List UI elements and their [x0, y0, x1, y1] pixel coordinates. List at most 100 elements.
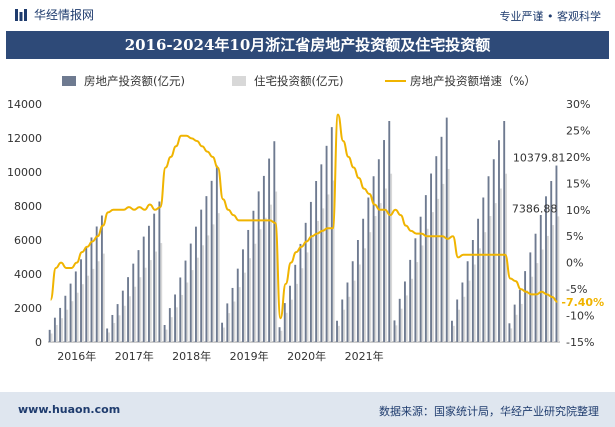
residential-investment-bar — [416, 262, 419, 342]
real-estate-investment-bar — [309, 201, 312, 342]
residential-investment-bar — [149, 260, 152, 342]
real-estate-investment-bar — [195, 226, 197, 342]
legend-label: 房地产投资额(亿元) — [84, 74, 185, 88]
real-estate-investment-bar — [184, 260, 187, 342]
residential-investment-bar — [97, 261, 100, 342]
growth-rate-line — [49, 113, 558, 320]
real-estate-investment-bar — [487, 176, 490, 342]
real-estate-investment-bar — [242, 249, 244, 342]
real-estate-investment-bar — [341, 299, 344, 342]
real-estate-investment-bar — [304, 222, 307, 342]
real-estate-investment-bar — [513, 304, 516, 342]
real-estate-investment-bar — [320, 164, 323, 342]
residential-investment-bar — [165, 329, 168, 342]
residential-investment-bar — [249, 258, 252, 342]
legend-label: 房地产投资额增速（%） — [410, 74, 536, 88]
real-estate-investment-bar — [330, 127, 333, 343]
y-right-tick-label: 0% — [566, 257, 583, 270]
residential-investment-bar — [546, 235, 549, 342]
real-estate-investment-bar — [200, 209, 203, 342]
real-estate-investment-bar — [440, 136, 443, 342]
real-estate-investment-bar — [174, 294, 176, 342]
real-estate-investment-bar — [153, 213, 156, 342]
legend-item: 房地产投资额(亿元) — [62, 74, 185, 88]
x-tick-label: 2020年 — [287, 349, 326, 363]
brand: 华经情报网 — [14, 6, 94, 23]
residential-investment-bar — [369, 232, 372, 342]
residential-investment-bar — [384, 188, 387, 342]
real-estate-investment-bar — [409, 259, 412, 342]
real-estate-investment-bar — [142, 236, 145, 342]
brand-name: 华经情报网 — [34, 8, 95, 22]
x-tick-label: 2018年 — [172, 349, 211, 363]
real-estate-investment-bar — [492, 159, 495, 342]
real-estate-investment-bar — [116, 304, 119, 342]
real-estate-investment-bar — [100, 215, 103, 342]
real-estate-investment-bar — [356, 240, 359, 342]
real-estate-investment-bar — [127, 277, 129, 342]
residential-investment-bar — [92, 268, 95, 342]
residential-investment-bar — [306, 252, 309, 342]
residential-investment-bar — [191, 270, 194, 342]
residential-investment-bar — [155, 251, 157, 342]
real-estate-investment-bar — [268, 158, 271, 342]
residential-investment-bar — [437, 198, 440, 342]
real-estate-investment-bar — [231, 287, 234, 342]
x-tick-label: 2019年 — [230, 349, 269, 363]
residential-investment-bar — [160, 243, 163, 342]
real-estate-investment-bar — [226, 303, 229, 342]
y-right-tick-label: 10% — [566, 204, 590, 217]
residential-investment-bar — [61, 318, 63, 342]
real-estate-investment-bar — [503, 121, 506, 342]
real-estate-investment-bar — [74, 271, 77, 342]
residential-investment-bar — [499, 188, 502, 342]
residential-investment-bar — [327, 194, 330, 342]
real-estate-investment-bar — [529, 252, 532, 342]
y-left-tick-label: 10000 — [7, 166, 42, 179]
residential-investment-bar — [50, 333, 53, 342]
residential-investment-bar — [531, 276, 534, 342]
real-estate-investment-bar — [236, 268, 239, 342]
real-estate-investment-bar — [315, 181, 318, 342]
y-left-tick-label: 8000 — [14, 200, 42, 213]
chart-canvas: 房地产投资额(亿元) 住宅投资额(亿元) 房地产投资额增速（%） 0 2000 4000 6… — [7, 74, 604, 363]
real-estate-investment-bar — [205, 196, 208, 342]
residential-investment-bar — [447, 168, 450, 342]
real-estate-investment-bar — [539, 215, 542, 342]
residential-investment-bar — [484, 232, 487, 342]
real-estate-investment-bar — [393, 320, 396, 342]
real-estate-investment-bar — [419, 216, 422, 342]
real-estate-investment-bar — [498, 140, 500, 342]
real-estate-investment-bar — [283, 303, 286, 342]
residential-investment-bar — [102, 253, 105, 342]
real-estate-investment-bar — [325, 145, 328, 342]
residential-investment-bar — [358, 264, 361, 342]
real-estate-investment-bar — [90, 237, 93, 342]
annotation-residential-latest: 7386.88 — [512, 202, 558, 215]
x-tick-label: 2017年 — [115, 349, 154, 363]
residential-investment-bar — [76, 292, 79, 342]
real-estate-investment-bar — [299, 243, 302, 342]
legend-item: 住宅投资额(亿元) — [232, 74, 343, 88]
real-estate-investment-bar — [158, 201, 161, 342]
annotation-growth-latest: -7.40% — [561, 296, 604, 309]
residential-investment-bar — [118, 315, 121, 342]
real-estate-investment-bar — [461, 282, 464, 342]
residential-investment-bar — [536, 263, 539, 342]
residential-investment-bar — [411, 278, 413, 342]
residential-investment-bar — [113, 322, 116, 342]
real-estate-investment-bar — [168, 308, 171, 342]
residential-investment-bar — [254, 243, 257, 342]
residential-investment-bar — [228, 313, 231, 342]
footer: www.huaon.com 数据来源：国家统计局，华经产业研究院整理 — [0, 392, 615, 427]
real-estate-investment-bar — [278, 327, 281, 342]
residential-investment-bar — [311, 236, 314, 342]
residential-investment-bar — [473, 264, 476, 342]
residential-investment-bar — [207, 235, 210, 342]
y-right-tick-label: 30% — [566, 98, 590, 111]
residential-investment-bar — [348, 296, 351, 342]
real-estate-investment-bar — [336, 320, 338, 342]
residential-investment-bar — [463, 296, 466, 342]
residential-investment-bar — [285, 312, 288, 342]
residential-investment-bar — [181, 294, 184, 342]
